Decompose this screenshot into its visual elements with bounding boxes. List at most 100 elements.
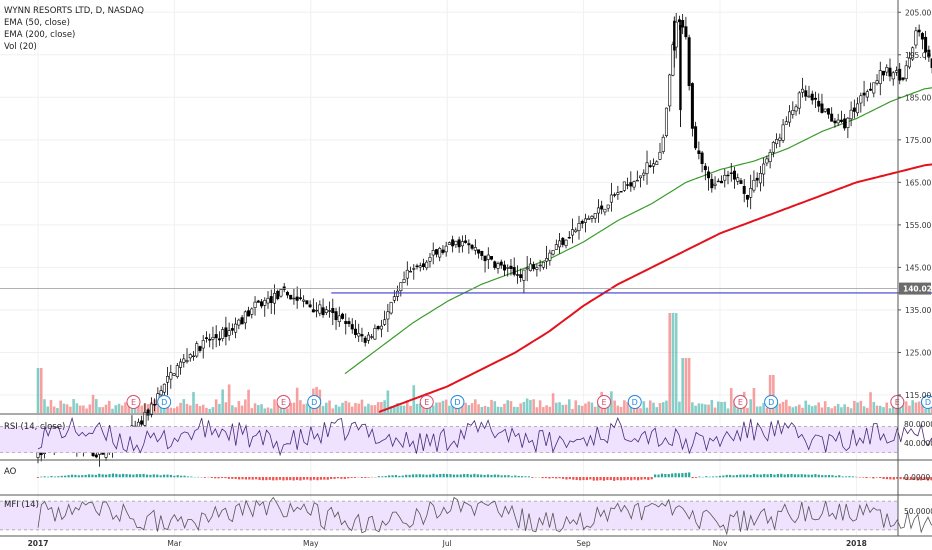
candle-body	[506, 267, 510, 269]
volume-bar	[678, 401, 681, 413]
ao-bar	[98, 473, 101, 478]
volume-bar	[302, 404, 305, 413]
ao-bar	[797, 474, 800, 478]
candle-body	[551, 249, 555, 255]
horizontal-levels[interactable]	[331, 204, 932, 294]
volume-bar	[558, 402, 561, 413]
volume-bar	[182, 399, 186, 413]
volume-bar	[665, 400, 668, 413]
candle-body	[182, 358, 186, 363]
ao-bar	[67, 475, 70, 478]
candle-body	[347, 321, 351, 325]
ao-bar	[749, 474, 752, 478]
volume-bar	[648, 400, 652, 413]
candle-body	[363, 337, 367, 343]
indicator-tick-label: 0.0000	[904, 473, 930, 482]
ao-bar	[759, 474, 762, 478]
volume-bar	[389, 406, 393, 413]
candle-body	[464, 240, 468, 243]
volume-bar	[545, 405, 548, 413]
candle-body	[486, 254, 490, 260]
ao-bar	[360, 477, 363, 478]
volume-bar	[344, 400, 348, 413]
ao-bar	[53, 476, 57, 478]
candle-body	[609, 194, 613, 203]
volume-bar	[179, 402, 182, 413]
volume-bar	[234, 407, 237, 413]
volume-bar	[347, 402, 351, 413]
event-marker-circle	[733, 395, 748, 409]
volume-bar	[127, 404, 131, 413]
volume-bar	[623, 400, 626, 413]
volume-bar	[746, 407, 749, 413]
ao-bar	[531, 477, 534, 478]
ao-bar	[892, 477, 895, 480]
ao-bar	[875, 477, 878, 478]
candle-body	[603, 208, 607, 213]
volume-bar	[684, 358, 688, 413]
ao-bar	[623, 477, 626, 481]
ao-bar	[568, 477, 571, 480]
ao-bar	[244, 477, 248, 480]
candle-body	[308, 304, 312, 308]
ao-bar	[210, 477, 213, 478]
ao-bar	[817, 474, 820, 478]
ao-bar	[384, 476, 387, 478]
ao-bar	[776, 473, 779, 478]
candle-body	[298, 297, 302, 299]
candle-body	[169, 372, 173, 380]
ao-bar	[862, 477, 865, 478]
volume-bar	[240, 405, 244, 413]
indicator-panes	[0, 413, 932, 537]
volume-bar	[114, 405, 118, 413]
volume-bar	[846, 406, 850, 413]
volume-bar	[768, 375, 772, 413]
event-marker-label: E	[602, 398, 607, 407]
volume-bar	[817, 402, 821, 413]
event-marker-circle	[921, 395, 932, 409]
candle-body	[807, 95, 811, 98]
volume-bar	[415, 403, 419, 413]
candle-body	[441, 249, 445, 253]
volume-bar	[263, 408, 267, 413]
candle-body	[901, 77, 905, 80]
event-markers[interactable]: EDEDEDEDEDEDEDE	[126, 395, 932, 409]
ao-bar	[636, 477, 640, 481]
volume-bar	[645, 407, 649, 413]
ao-bar	[258, 477, 261, 480]
ao-bar	[684, 472, 687, 478]
candle-body	[412, 268, 416, 270]
ao-bar	[667, 474, 670, 478]
candle-body	[522, 269, 526, 281]
volume-bar	[626, 401, 629, 413]
candle-body	[852, 107, 856, 112]
volume-bar	[65, 404, 69, 413]
ao-bar	[408, 474, 411, 478]
volume-bar	[231, 405, 234, 413]
ao-bar	[865, 477, 868, 479]
ao-bar	[261, 477, 265, 481]
ao-bar	[47, 476, 50, 478]
candle-body	[467, 243, 471, 246]
volume-bar	[691, 402, 694, 413]
ao-bar	[248, 477, 251, 480]
volume-bar	[548, 406, 552, 413]
candle-body	[260, 301, 264, 307]
ao-bar	[466, 473, 469, 478]
volume-bar	[91, 394, 95, 413]
ao-bar	[694, 477, 698, 478]
volume-bar	[830, 408, 833, 413]
candle-body	[843, 118, 847, 129]
ao-bar	[224, 477, 227, 479]
ao-bar	[183, 475, 186, 478]
candle-body	[499, 261, 503, 266]
candle-body	[590, 216, 594, 219]
ao-bar	[913, 477, 916, 480]
volume-bar	[908, 405, 911, 413]
candle-body	[460, 241, 464, 247]
ao-bar	[548, 477, 551, 479]
volume-bar	[710, 400, 714, 413]
candle-body	[639, 175, 643, 179]
volume-bar	[797, 404, 801, 413]
